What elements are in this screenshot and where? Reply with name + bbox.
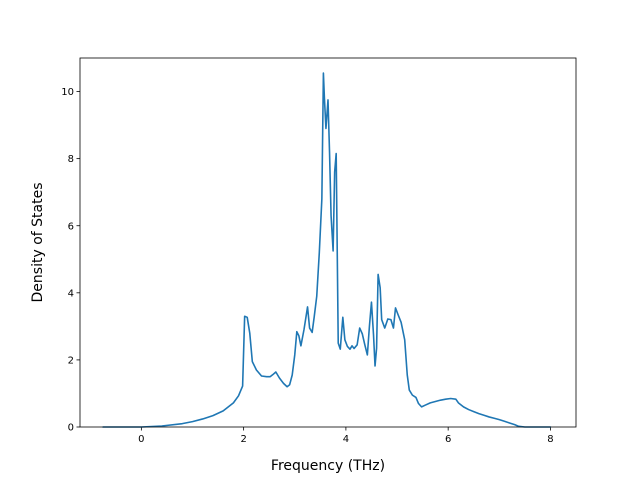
y-axis-ticks: 0 2 4 6 8 10	[61, 87, 80, 434]
y-tick-label: 6	[68, 221, 74, 232]
x-tick-label: 4	[343, 434, 349, 445]
dos-series-line	[102, 72, 552, 428]
y-tick-label: 10	[61, 87, 74, 98]
plot-frame	[79, 57, 577, 428]
y-tick-label: 0	[68, 423, 74, 434]
x-tick-label: 6	[445, 434, 451, 445]
x-tick-label: 2	[240, 434, 246, 445]
x-axis-ticks: 0 2 4 6 8	[138, 427, 554, 445]
x-tick-label: 0	[138, 434, 144, 445]
y-tick-label: 4	[68, 288, 74, 299]
y-tick-label: 2	[68, 356, 74, 367]
x-tick-label: 8	[547, 434, 553, 445]
x-axis-label: Frequency (THz)	[271, 458, 385, 474]
y-tick-label: 8	[68, 154, 74, 165]
y-axis-label: Density of States	[30, 183, 46, 303]
